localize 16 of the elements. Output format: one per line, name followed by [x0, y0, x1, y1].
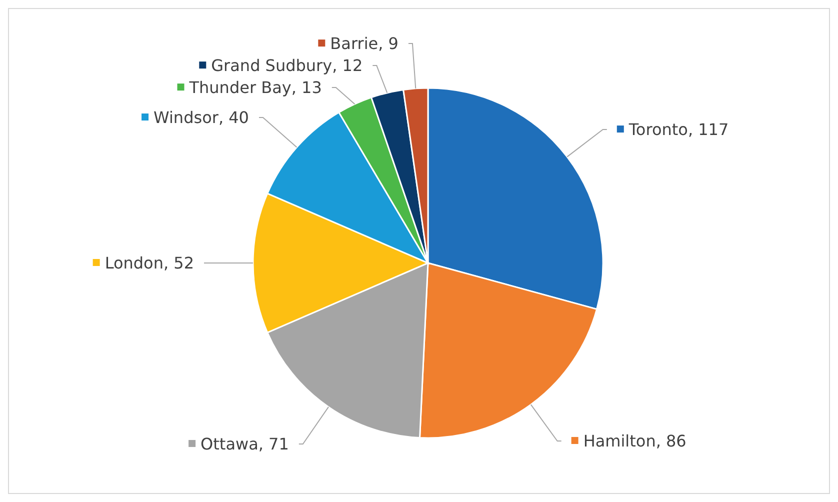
legend-label: Toronto — [628, 120, 688, 140]
legend-label: Ottawa — [200, 434, 258, 454]
data-label: , 52 — [163, 254, 194, 273]
legend-label: Barrie — [330, 34, 378, 54]
data-label: , 13 — [291, 78, 322, 98]
legend-label: Thunder Bay — [188, 78, 292, 98]
legend-label: Hamilton — [583, 432, 656, 451]
data-label: , 86 — [656, 432, 686, 451]
data-label: , 9 — [378, 34, 398, 54]
data-label: , 40 — [218, 108, 249, 128]
data-label: , 71 — [258, 434, 289, 454]
legend-label: London — [104, 254, 164, 273]
data-label: , 117 — [688, 120, 729, 140]
legend-label: Grand Sudbury — [211, 56, 332, 76]
data-label: , 12 — [332, 56, 363, 76]
legend-label: Windsor — [154, 108, 219, 128]
